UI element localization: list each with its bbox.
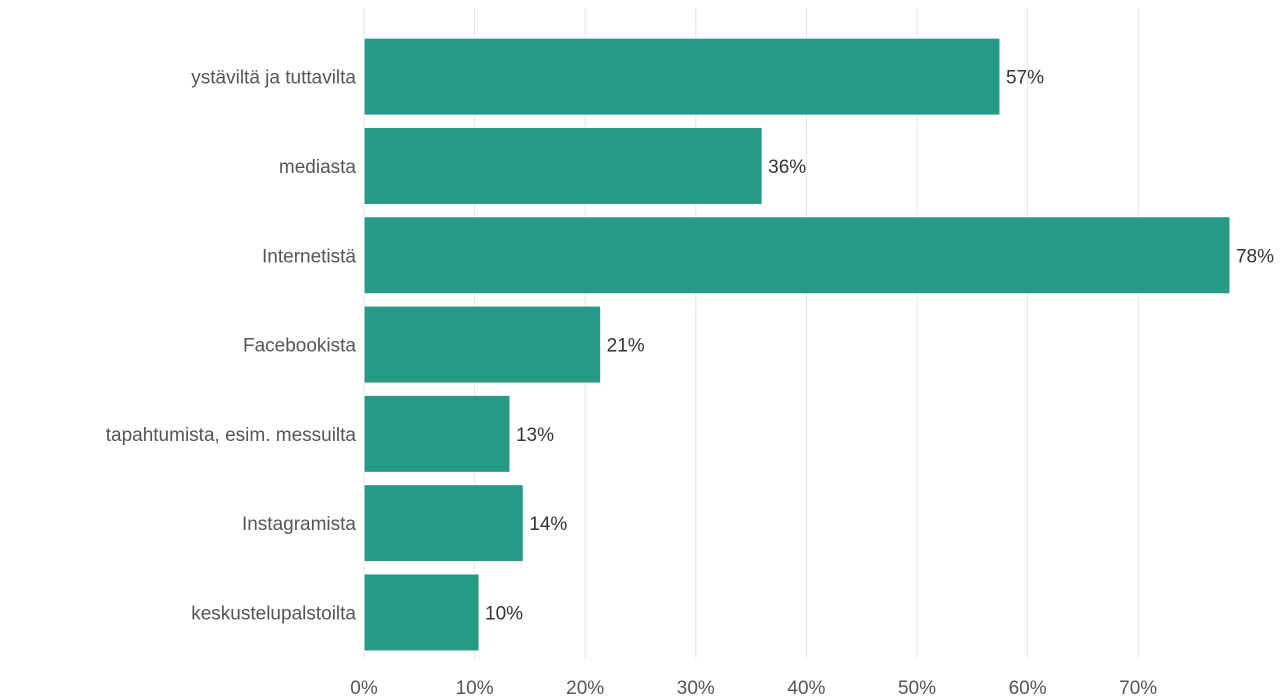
value-label: 57% (1006, 68, 1044, 89)
value-label: 78% (1236, 246, 1274, 267)
bar (363, 484, 524, 563)
value-label: 14% (529, 514, 567, 535)
value-label: 13% (516, 425, 554, 446)
x-axis-ticks: 0% 10% 20% 30% 40% 50% 60% 70% (350, 678, 1157, 699)
x-tick-label: 10% (456, 678, 494, 699)
bar (363, 216, 1231, 295)
bar (363, 305, 602, 384)
value-label: 10% (485, 603, 523, 624)
category-label: mediasta (279, 157, 357, 178)
x-tick-label: 20% (566, 678, 604, 699)
category-label: Facebookista (243, 336, 356, 357)
value-label: 36% (768, 157, 806, 178)
value-label: 21% (607, 336, 645, 357)
category-label: Instagramista (242, 514, 356, 535)
x-tick-label: 70% (1119, 678, 1157, 699)
category-label: tapahtumista, esim. messuilta (106, 425, 357, 446)
x-tick-label: 60% (1009, 678, 1047, 699)
category-label: Internetistä (262, 246, 356, 267)
x-tick-label: 40% (787, 678, 825, 699)
category-label: ystäviltä ja tuttavilta (191, 68, 356, 89)
bar (363, 573, 480, 652)
x-tick-label: 50% (898, 678, 936, 699)
category-label: keskustelupalstoilta (191, 603, 356, 624)
bar (363, 394, 511, 473)
x-tick-label: 30% (677, 678, 715, 699)
bars (363, 37, 1231, 652)
x-tick-label: 0% (350, 678, 378, 699)
value-labels: 57% 36% 78% 21% 13% 14% 10% (485, 68, 1274, 625)
bar (363, 37, 1001, 116)
category-labels: ystäviltä ja tuttavilta mediasta Interneti… (106, 68, 357, 625)
bar (363, 126, 763, 205)
